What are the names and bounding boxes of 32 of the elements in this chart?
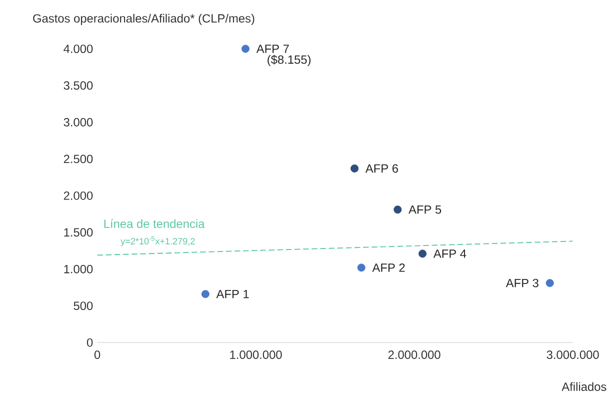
annotation: ($8.155) [268,54,311,66]
series-label: AFP 5 [408,205,442,214]
series-label: AFP 6 [365,164,398,173]
point [241,44,250,53]
y-tick-label: 3.500 [64,81,93,90]
point [394,205,402,214]
y-axis-title: Gastos operacionales/Afiliado* (CLP/mes) [33,14,254,25]
point [546,278,554,287]
point [418,250,427,258]
y-tick-label: 2.000 [64,191,93,200]
series-label: AFP 2 [372,263,405,272]
x-tick-label: 0 [94,350,100,359]
point [357,263,366,272]
y-tick-label: 1.000 [64,264,93,274]
series-label: AFP 4 [433,249,466,258]
x-tick-label: 3.000.000 [546,350,599,359]
point [350,164,359,172]
series-label: AFP 1 [216,290,249,298]
series-label: AFP 7 [256,44,289,53]
y-tick-label: 3.000 [64,118,93,126]
y-tick-label: 4.000 [64,44,93,53]
x-tick-label: 1.000.000 [230,350,282,359]
y-tick-label: 0 [86,338,93,347]
series-label: AFP 3 [506,278,538,288]
text: Línea de tendencia [104,218,205,228]
y-tick-label: 500 [74,301,93,310]
x-tick-label: 2.000.000 [388,350,440,359]
annotation: y=2*10$^{-5}$x+1.279,2 [120,236,195,246]
x-axis-title: Afiliados [562,382,606,391]
y-tick-label: 1.500 [64,228,93,236]
point [201,290,210,298]
y-tick-label: 2.500 [64,154,93,164]
